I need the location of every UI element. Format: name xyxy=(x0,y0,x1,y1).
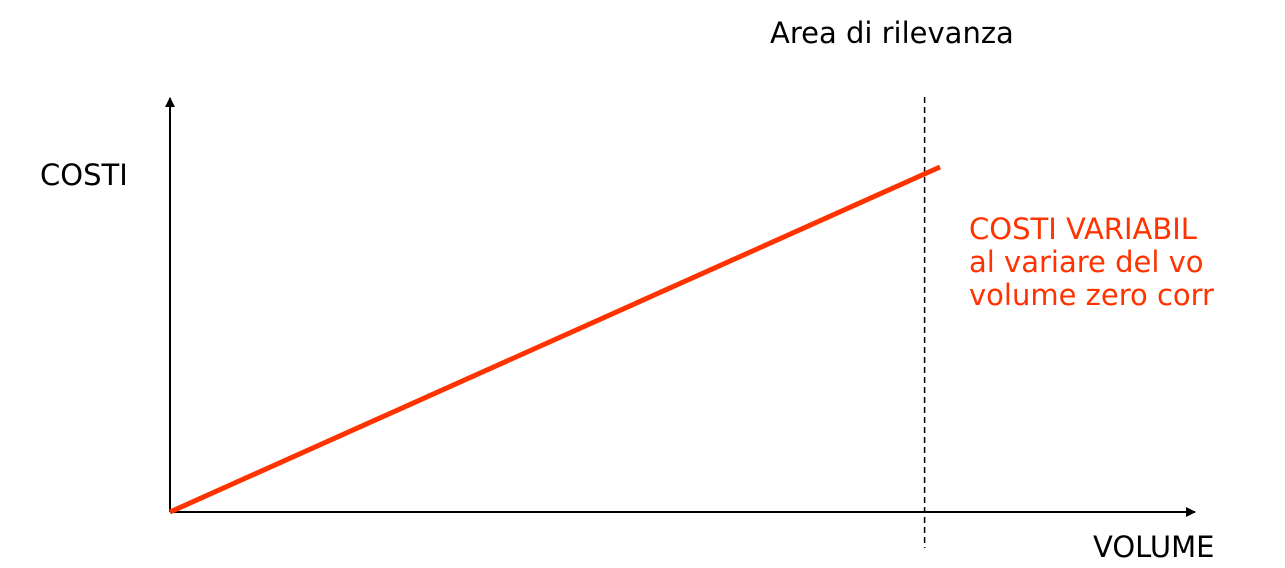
x-axis-label: VOLUME xyxy=(1093,530,1215,564)
annotation-line: volume zero corr xyxy=(969,278,1214,312)
y-axis-label: COSTI xyxy=(40,158,128,192)
variable-cost-annotation: COSTI VARIABIL al variare del vo volume … xyxy=(969,213,1214,312)
annotation-line: al variare del vo xyxy=(969,245,1204,279)
relevance-area-label: Area di rilevanza xyxy=(770,16,1014,50)
annotation-line: COSTI VARIABIL xyxy=(969,212,1197,246)
variable-cost-line xyxy=(168,164,942,515)
